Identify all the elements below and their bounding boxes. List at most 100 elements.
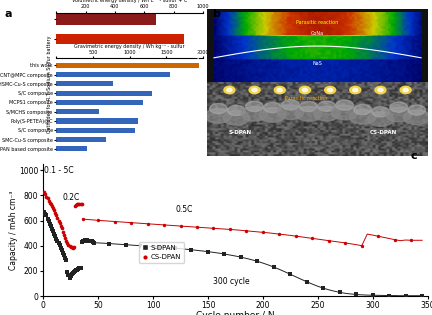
- Point: [67, 273, 74, 278]
- Ellipse shape: [264, 101, 281, 111]
- Point: [144, 221, 151, 226]
- Point: [238, 255, 245, 260]
- Point: [57, 245, 64, 250]
- Point: [276, 232, 283, 237]
- Circle shape: [378, 88, 383, 92]
- Circle shape: [350, 86, 361, 94]
- Circle shape: [403, 88, 408, 92]
- Point: [303, 279, 310, 284]
- Legend: S-DPAN, CS-DPAN: S-DPAN, CS-DPAN: [139, 242, 184, 263]
- Circle shape: [249, 86, 260, 94]
- Circle shape: [302, 88, 308, 92]
- Point: [83, 238, 89, 243]
- Point: [87, 238, 94, 243]
- Circle shape: [353, 88, 358, 92]
- Circle shape: [327, 88, 333, 92]
- Text: S-DPAN: S-DPAN: [229, 130, 252, 135]
- Point: [77, 202, 84, 207]
- Point: [78, 202, 85, 207]
- Point: [65, 242, 72, 247]
- Ellipse shape: [390, 102, 407, 112]
- X-axis label: Cycle number / N: Cycle number / N: [196, 311, 275, 315]
- Point: [60, 232, 67, 237]
- Bar: [56, 100, 143, 105]
- Point: [408, 238, 415, 243]
- Ellipse shape: [318, 101, 335, 111]
- Point: [56, 243, 63, 248]
- Point: [127, 220, 134, 225]
- Text: NaS: NaS: [313, 61, 322, 66]
- Point: [60, 253, 67, 258]
- Ellipse shape: [282, 105, 299, 116]
- Point: [79, 239, 86, 244]
- Circle shape: [400, 86, 411, 94]
- Point: [85, 238, 92, 243]
- Point: [48, 224, 54, 229]
- Point: [46, 221, 53, 226]
- Point: [57, 223, 64, 228]
- Ellipse shape: [313, 106, 340, 121]
- Point: [161, 222, 168, 227]
- Bar: [56, 14, 156, 25]
- Ellipse shape: [331, 108, 358, 123]
- Point: [48, 202, 54, 207]
- Point: [75, 201, 82, 206]
- Point: [50, 206, 57, 211]
- Circle shape: [227, 88, 232, 92]
- Point: [419, 293, 426, 298]
- Point: [70, 245, 76, 250]
- Point: [43, 194, 50, 199]
- Point: [53, 213, 60, 218]
- Text: 300 cycle: 300 cycle: [213, 277, 250, 285]
- Text: Voltage / V: Voltage / V: [196, 33, 201, 59]
- Point: [172, 246, 178, 251]
- Title: Gravimetric energy density / Wh kg⁻¹ - sulfur: Gravimetric energy density / Wh kg⁻¹ - s…: [74, 44, 185, 49]
- Ellipse shape: [336, 103, 353, 113]
- Point: [89, 239, 96, 244]
- Ellipse shape: [349, 105, 376, 119]
- Point: [391, 237, 398, 242]
- Point: [90, 240, 97, 245]
- Text: 0.5C: 0.5C: [175, 205, 192, 214]
- Point: [139, 243, 146, 248]
- Bar: [56, 63, 199, 68]
- Ellipse shape: [300, 106, 318, 117]
- Ellipse shape: [372, 104, 389, 114]
- Point: [369, 293, 376, 298]
- Circle shape: [299, 86, 311, 94]
- Point: [74, 267, 81, 272]
- Ellipse shape: [408, 105, 426, 115]
- Ellipse shape: [241, 105, 268, 120]
- Point: [43, 213, 50, 218]
- Point: [63, 238, 70, 243]
- Point: [194, 225, 200, 230]
- Point: [375, 234, 382, 239]
- Point: [358, 243, 365, 248]
- Point: [155, 244, 162, 249]
- Bar: [56, 91, 152, 96]
- Point: [70, 269, 77, 274]
- Point: [292, 234, 299, 239]
- Point: [177, 224, 184, 229]
- Point: [111, 219, 118, 224]
- Title: Volumetric energy density / Wh L⁻¹ - sulfur + C: Volumetric energy density / Wh L⁻¹ - sul…: [72, 0, 187, 3]
- Y-axis label: Capacity / mAh cm⁻³: Capacity / mAh cm⁻³: [9, 190, 18, 270]
- Point: [188, 247, 195, 252]
- Bar: [56, 128, 136, 133]
- Point: [309, 236, 316, 241]
- Point: [68, 245, 75, 250]
- Point: [95, 218, 102, 223]
- Point: [58, 226, 65, 231]
- Circle shape: [375, 86, 386, 94]
- Point: [386, 293, 393, 298]
- Point: [76, 201, 83, 206]
- Point: [74, 201, 81, 206]
- Point: [287, 272, 294, 277]
- Point: [67, 244, 74, 249]
- Circle shape: [252, 88, 257, 92]
- Text: b: b: [212, 9, 219, 20]
- Point: [41, 190, 48, 195]
- Point: [342, 240, 349, 245]
- Point: [320, 286, 327, 291]
- Point: [226, 227, 233, 232]
